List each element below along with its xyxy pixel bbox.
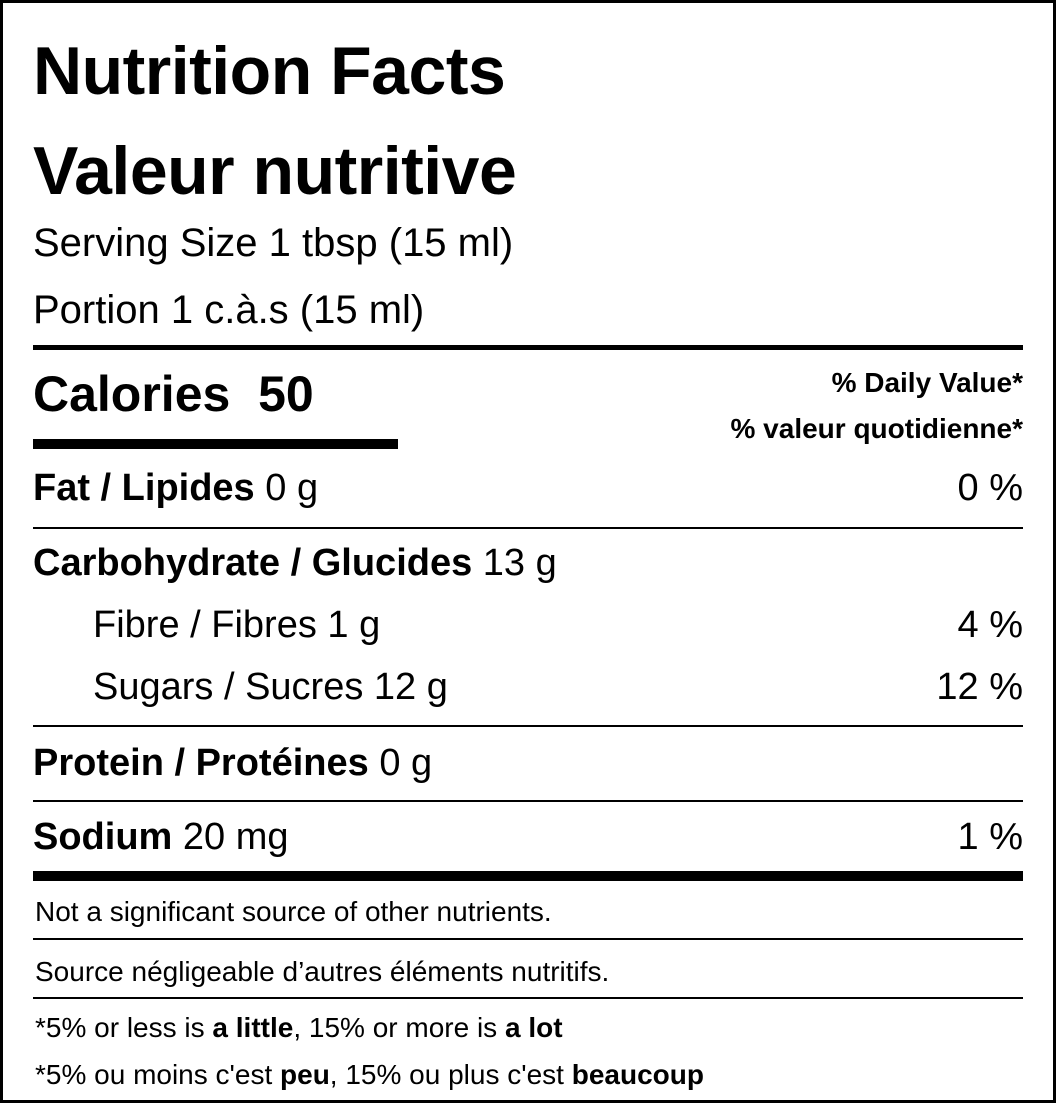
thick-divider (33, 871, 1023, 881)
nutrient-amount: 20 mg (182, 816, 289, 858)
nutrient-row-protein: Protein / Protéines 0 g (33, 744, 432, 782)
divider (33, 800, 1023, 802)
calories-value: 50 (258, 366, 314, 422)
nutrient-name: Sodium (33, 816, 173, 858)
nutrient-amount: 12 g (373, 666, 448, 708)
serving-size-en: Serving Size 1 tbsp (15 ml) (33, 221, 514, 265)
title-fr: Valeur nutritive (33, 133, 517, 209)
serving-size-fr: Portion 1 c.à.s (15 ml) (33, 288, 425, 332)
note-bold: a lot (504, 1012, 563, 1043)
nutrient-amount: 0 g (265, 467, 319, 509)
divider (33, 725, 1023, 727)
dv-header-fr: % valeur quotidienne* (730, 413, 1024, 444)
nutrient-amount: 13 g (482, 542, 557, 584)
nutrient-name: Fibre / Fibres (93, 604, 317, 646)
note-bold: beaucoup (571, 1059, 704, 1090)
calories-row: Calories 50 (33, 369, 314, 419)
nutrient-amount: 0 g (379, 742, 433, 784)
nutrient-row-fibre: Fibre / Fibres 1 g (93, 606, 380, 644)
note-bold: peu (280, 1059, 330, 1090)
divider (33, 938, 1023, 940)
dv-note-en: *5% or less is a little, 15% or more is … (35, 1014, 563, 1042)
divider (33, 997, 1023, 999)
not-significant-fr: Source négligeable d’autres éléments nut… (35, 956, 610, 987)
title-en: Nutrition Facts (33, 33, 506, 109)
note-text: , 15% or more is (293, 1012, 505, 1043)
nutrient-amount: 1 g (327, 604, 381, 646)
note-text: *5% ou moins c'est (35, 1059, 281, 1090)
note-text: *5% or less is (35, 1012, 213, 1043)
nutrient-name: Fat / Lipides (33, 467, 255, 509)
nutrient-row-sodium: Sodium 20 mg (33, 818, 289, 856)
calories-label: Calories (33, 366, 231, 422)
nutrient-name: Protein / Protéines (33, 742, 369, 784)
nutrient-dv-sugars: 12 % (936, 666, 1023, 708)
divider (33, 527, 1023, 529)
nutrient-dv-fat: 0 % (957, 467, 1023, 509)
dv-note-fr: *5% ou moins c'est peu, 15% ou plus c'es… (35, 1061, 704, 1089)
nutrient-row-fat: Fat / Lipides 0 g (33, 469, 318, 507)
nutrient-dv-sodium: 1 % (957, 816, 1023, 858)
not-significant-en: Not a significant source of other nutrie… (35, 896, 552, 927)
dv-header-en: % Daily Value* (831, 367, 1023, 398)
nutrient-row-sugars: Sugars / Sucres 12 g (93, 668, 448, 706)
note-text: , 15% ou plus c'est (329, 1059, 572, 1090)
calories-underline (33, 439, 398, 449)
nutrient-name: Sugars / Sucres (93, 666, 364, 708)
thick-divider (33, 345, 1023, 350)
nutrient-row-carbohydrate: Carbohydrate / Glucides 13 g (33, 544, 557, 582)
nutrient-dv-fibre: 4 % (957, 604, 1023, 646)
note-bold: a little (212, 1012, 294, 1043)
nutrient-name: Carbohydrate / Glucides (33, 542, 473, 584)
